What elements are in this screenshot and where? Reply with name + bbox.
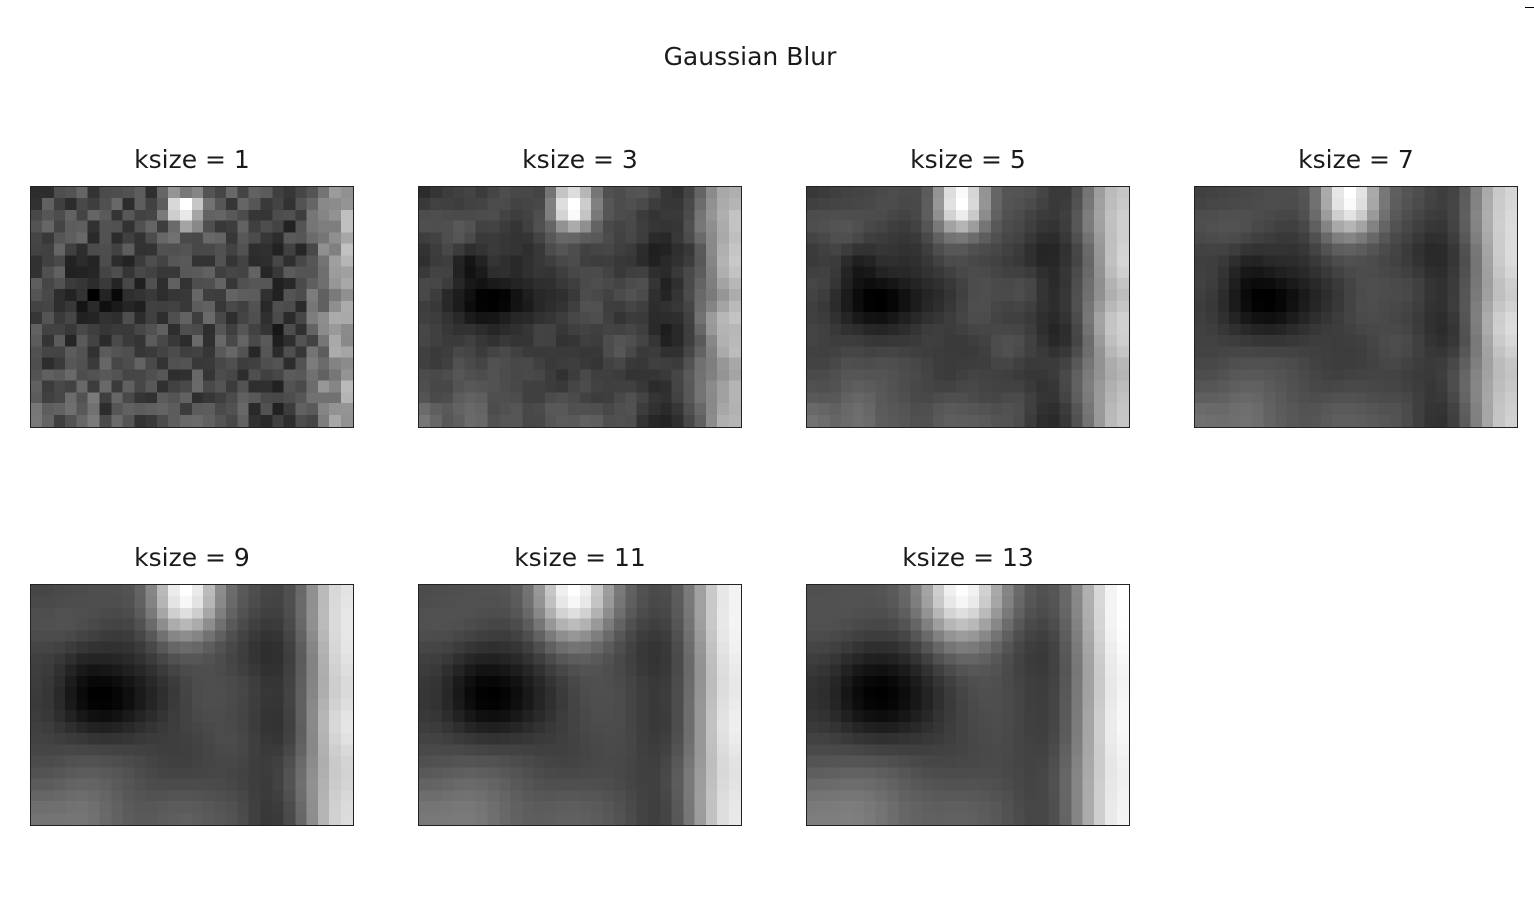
blurred-image	[30, 584, 354, 826]
blurred-image	[806, 186, 1130, 428]
subplot-ksize-5: ksize = 5	[806, 145, 1130, 428]
subplot-ksize-9: ksize = 9	[30, 543, 354, 826]
subplot-title: ksize = 7	[1298, 145, 1414, 174]
subplot-title: ksize = 11	[514, 543, 646, 572]
subplot-title: ksize = 3	[522, 145, 638, 174]
blurred-image	[418, 186, 742, 428]
subplot-ksize-3: ksize = 3	[418, 145, 742, 428]
window-minimize-mark	[1525, 7, 1534, 8]
subplot-ksize-11: ksize = 11	[418, 543, 742, 826]
subplot-title: ksize = 5	[910, 145, 1026, 174]
blurred-image	[806, 584, 1130, 826]
figure-title: Gaussian Blur	[663, 42, 837, 71]
subplot-title: ksize = 1	[134, 145, 250, 174]
subplot-ksize-13: ksize = 13	[806, 543, 1130, 826]
subplot-ksize-1: ksize = 1	[30, 145, 354, 428]
blurred-image	[30, 186, 354, 428]
subplot-title: ksize = 13	[902, 543, 1034, 572]
blurred-image	[1194, 186, 1518, 428]
subplot-title: ksize = 9	[134, 543, 250, 572]
blurred-image	[418, 584, 742, 826]
subplot-ksize-7: ksize = 7	[1194, 145, 1518, 428]
